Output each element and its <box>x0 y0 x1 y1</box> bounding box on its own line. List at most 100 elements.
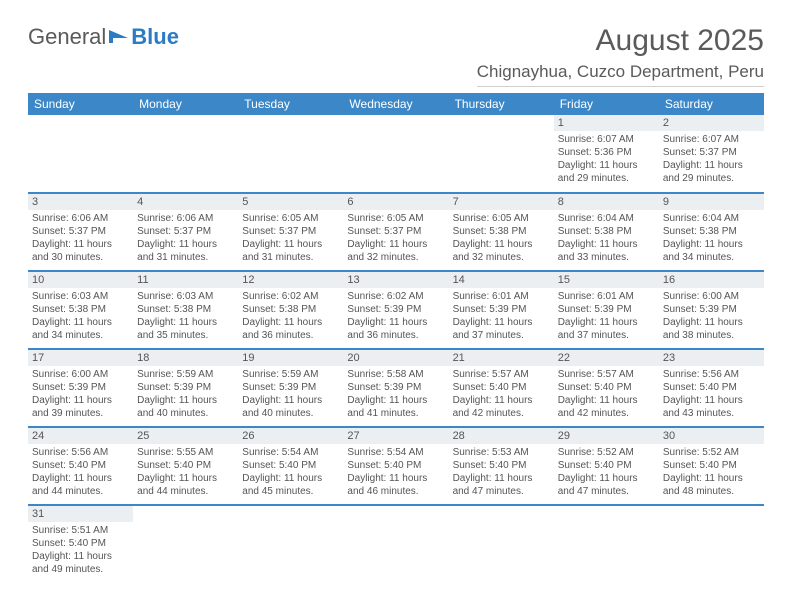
day-info: Sunrise: 6:03 AMSunset: 5:38 PMDaylight:… <box>32 290 129 342</box>
day-number: 10 <box>28 272 133 288</box>
day-info: Sunrise: 6:07 AMSunset: 5:37 PMDaylight:… <box>663 133 760 185</box>
day-number: 24 <box>28 428 133 444</box>
calendar-cell: 25 Sunrise: 5:55 AMSunset: 5:40 PMDayligh… <box>133 427 238 505</box>
calendar-cell: 20 Sunrise: 5:58 AMSunset: 5:39 PMDayligh… <box>343 349 448 427</box>
day-number: 31 <box>28 506 133 522</box>
location-subtitle: Chignayhua, Cuzco Department, Peru <box>477 62 764 87</box>
day-number: 7 <box>449 194 554 210</box>
logo-text-2: Blue <box>131 24 179 50</box>
weekday-header: Saturday <box>659 93 764 115</box>
day-info: Sunrise: 6:05 AMSunset: 5:37 PMDaylight:… <box>242 212 339 264</box>
page-title: August 2025 <box>477 24 764 58</box>
day-number: 26 <box>238 428 343 444</box>
day-number: 27 <box>343 428 448 444</box>
day-number: 16 <box>659 272 764 288</box>
day-number: 30 <box>659 428 764 444</box>
day-info: Sunrise: 5:56 AMSunset: 5:40 PMDaylight:… <box>663 368 760 420</box>
day-info: Sunrise: 6:00 AMSunset: 5:39 PMDaylight:… <box>663 290 760 342</box>
calendar-cell: 10 Sunrise: 6:03 AMSunset: 5:38 PMDayligh… <box>28 271 133 349</box>
day-number: 18 <box>133 350 238 366</box>
title-block: August 2025 Chignayhua, Cuzco Department… <box>477 24 764 87</box>
day-info: Sunrise: 6:04 AMSunset: 5:38 PMDaylight:… <box>663 212 760 264</box>
calendar-cell <box>133 505 238 583</box>
day-number: 4 <box>133 194 238 210</box>
day-number: 11 <box>133 272 238 288</box>
day-number: 5 <box>238 194 343 210</box>
day-info: Sunrise: 6:02 AMSunset: 5:39 PMDaylight:… <box>347 290 444 342</box>
calendar-cell: 2Sunrise: 6:07 AMSunset: 5:37 PMDaylight… <box>659 115 764 193</box>
calendar-cell: 6 Sunrise: 6:05 AMSunset: 5:37 PMDaylight… <box>343 193 448 271</box>
calendar-cell: 15 Sunrise: 6:01 AMSunset: 5:39 PMDayligh… <box>554 271 659 349</box>
day-number: 20 <box>343 350 448 366</box>
calendar-cell: 24 Sunrise: 5:56 AMSunset: 5:40 PMDayligh… <box>28 427 133 505</box>
day-info: Sunrise: 5:51 AMSunset: 5:40 PMDaylight:… <box>32 524 129 576</box>
day-info: Sunrise: 6:02 AMSunset: 5:38 PMDaylight:… <box>242 290 339 342</box>
day-info: Sunrise: 6:06 AMSunset: 5:37 PMDaylight:… <box>137 212 234 264</box>
calendar-cell: 12Sunrise: 6:02 AMSunset: 5:38 PMDayligh… <box>238 271 343 349</box>
day-info: Sunrise: 6:00 AMSunset: 5:39 PMDaylight:… <box>32 368 129 420</box>
calendar-cell: 17 Sunrise: 6:00 AMSunset: 5:39 PMDayligh… <box>28 349 133 427</box>
day-number: 13 <box>343 272 448 288</box>
calendar-cell: 26 Sunrise: 5:54 AMSunset: 5:40 PMDayligh… <box>238 427 343 505</box>
weekday-header: Tuesday <box>238 93 343 115</box>
calendar-cell: 3 Sunrise: 6:06 AMSunset: 5:37 PMDaylight… <box>28 193 133 271</box>
day-info: Sunrise: 5:53 AMSunset: 5:40 PMDaylight:… <box>453 446 550 498</box>
day-info: Sunrise: 5:56 AMSunset: 5:40 PMDaylight:… <box>32 446 129 498</box>
day-number: 25 <box>133 428 238 444</box>
day-number: 21 <box>449 350 554 366</box>
day-info: Sunrise: 5:54 AMSunset: 5:40 PMDaylight:… <box>242 446 339 498</box>
day-number: 22 <box>554 350 659 366</box>
calendar-table: SundayMondayTuesdayWednesdayThursdayFrid… <box>28 93 764 583</box>
day-number: 15 <box>554 272 659 288</box>
calendar-cell: 31 Sunrise: 5:51 AMSunset: 5:40 PMDayligh… <box>28 505 133 583</box>
calendar-cell: 14Sunrise: 6:01 AMSunset: 5:39 PMDayligh… <box>449 271 554 349</box>
calendar-cell <box>449 505 554 583</box>
calendar-cell: 23 Sunrise: 5:56 AMSunset: 5:40 PMDayligh… <box>659 349 764 427</box>
calendar-cell: 18Sunrise: 5:59 AMSunset: 5:39 PMDayligh… <box>133 349 238 427</box>
day-number: 29 <box>554 428 659 444</box>
day-number: 8 <box>554 194 659 210</box>
calendar-cell <box>343 505 448 583</box>
weekday-header: Thursday <box>449 93 554 115</box>
day-number: 23 <box>659 350 764 366</box>
day-info: Sunrise: 6:01 AMSunset: 5:39 PMDaylight:… <box>558 290 655 342</box>
calendar-cell: 13 Sunrise: 6:02 AMSunset: 5:39 PMDayligh… <box>343 271 448 349</box>
calendar-cell: 30 Sunrise: 5:52 AMSunset: 5:40 PMDayligh… <box>659 427 764 505</box>
calendar-cell <box>554 505 659 583</box>
day-info: Sunrise: 5:58 AMSunset: 5:39 PMDaylight:… <box>347 368 444 420</box>
calendar-cell: 19Sunrise: 5:59 AMSunset: 5:39 PMDayligh… <box>238 349 343 427</box>
day-info: Sunrise: 6:05 AMSunset: 5:38 PMDaylight:… <box>453 212 550 264</box>
day-number: 17 <box>28 350 133 366</box>
calendar-cell: 9 Sunrise: 6:04 AMSunset: 5:38 PMDaylight… <box>659 193 764 271</box>
logo-text-1: General <box>28 24 106 50</box>
day-info: Sunrise: 5:52 AMSunset: 5:40 PMDaylight:… <box>663 446 760 498</box>
calendar-cell <box>133 115 238 193</box>
day-info: Sunrise: 5:55 AMSunset: 5:40 PMDaylight:… <box>137 446 234 498</box>
day-number: 14 <box>449 272 554 288</box>
day-number: 6 <box>343 194 448 210</box>
day-info: Sunrise: 5:54 AMSunset: 5:40 PMDaylight:… <box>347 446 444 498</box>
weekday-header: Wednesday <box>343 93 448 115</box>
calendar-cell: 4 Sunrise: 6:06 AMSunset: 5:37 PMDaylight… <box>133 193 238 271</box>
weekday-header: Monday <box>133 93 238 115</box>
day-info: Sunrise: 5:52 AMSunset: 5:40 PMDaylight:… <box>558 446 655 498</box>
calendar-cell: 16 Sunrise: 6:00 AMSunset: 5:39 PMDayligh… <box>659 271 764 349</box>
calendar-cell: 21Sunrise: 5:57 AMSunset: 5:40 PMDayligh… <box>449 349 554 427</box>
calendar-cell: 28 Sunrise: 5:53 AMSunset: 5:40 PMDayligh… <box>449 427 554 505</box>
logo: General Blue <box>28 24 179 50</box>
day-info: Sunrise: 6:06 AMSunset: 5:37 PMDaylight:… <box>32 212 129 264</box>
calendar-body: 1Sunrise: 6:07 AMSunset: 5:36 PMDaylight… <box>28 115 764 583</box>
day-number: 28 <box>449 428 554 444</box>
calendar-cell: 7 Sunrise: 6:05 AMSunset: 5:38 PMDaylight… <box>449 193 554 271</box>
calendar-cell <box>449 115 554 193</box>
calendar-cell <box>238 505 343 583</box>
weekday-header: Friday <box>554 93 659 115</box>
day-number: 9 <box>659 194 764 210</box>
calendar-cell <box>659 505 764 583</box>
day-info: Sunrise: 6:05 AMSunset: 5:37 PMDaylight:… <box>347 212 444 264</box>
day-number: 3 <box>28 194 133 210</box>
day-info: Sunrise: 6:03 AMSunset: 5:38 PMDaylight:… <box>137 290 234 342</box>
calendar-cell <box>238 115 343 193</box>
calendar-cell: 5 Sunrise: 6:05 AMSunset: 5:37 PMDaylight… <box>238 193 343 271</box>
header: General Blue August 2025 Chignayhua, Cuz… <box>28 24 764 87</box>
